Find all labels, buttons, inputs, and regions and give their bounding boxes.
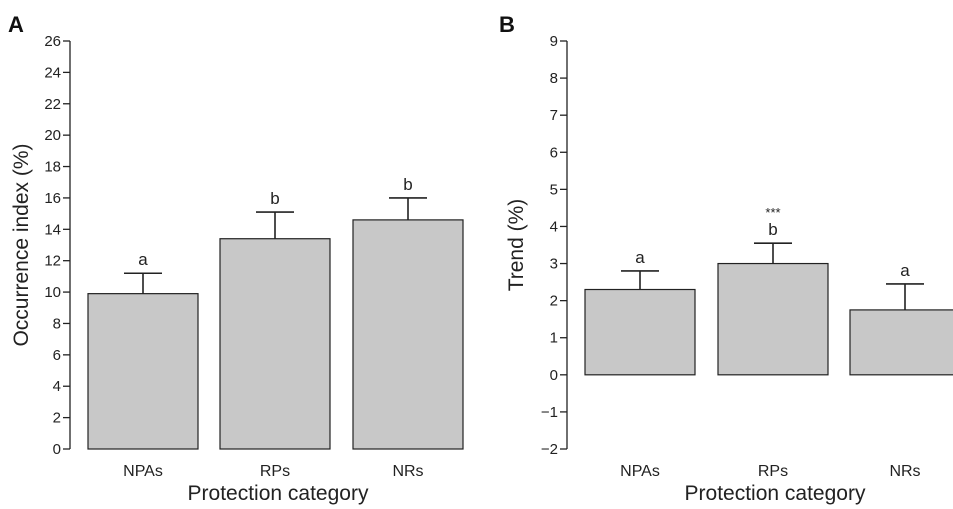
panel-b-y-tick-label: 7 <box>550 107 558 124</box>
panel-b-y-tick-label: 5 <box>550 181 558 198</box>
panel-a-sig-letter-rps: b <box>270 189 279 208</box>
panel-a-y-tick-label: 26 <box>44 33 61 50</box>
panel-b-y-tick-label: 4 <box>550 218 558 235</box>
panel-a-category-label: NRs <box>392 463 423 480</box>
panel-b-sig-stars-rps: *** <box>765 205 780 220</box>
panel-a-letter: A <box>8 12 24 37</box>
panel-b-y-tick-label: 8 <box>550 70 558 87</box>
panel-a-y-tick-label: 4 <box>53 378 61 395</box>
panel-b-sig-letter-npas: a <box>635 248 645 267</box>
panel-b-bar-rps <box>717 262 829 376</box>
panel-a-y-tick-label: 14 <box>44 221 61 238</box>
panel-a-y-tick-label: 20 <box>44 127 61 144</box>
panel-b-x-axis-title: Protection category <box>685 482 866 505</box>
panel-a-y-tick-label: 10 <box>44 284 61 301</box>
panel-a-sig-letter-nrs: b <box>403 175 412 194</box>
panel-b-category-label: NRs <box>889 463 920 480</box>
panel-b-y-tick-label: 2 <box>550 293 558 310</box>
panel-a-sig-letter-npas: a <box>138 250 148 269</box>
panel-a-bar-nrs <box>352 219 464 450</box>
panel-b-y-tick-label: 9 <box>550 33 558 50</box>
panel-b-y-tick-label: 3 <box>550 256 558 273</box>
panel-a-y-tick-label: 18 <box>44 159 61 176</box>
panel-b-y-axis-title: Trend (%) <box>505 199 528 292</box>
panel-a-y-tick-label: 0 <box>53 441 61 458</box>
panel-b-bar-nrs <box>849 309 953 376</box>
panel-b-y-tick-label: −1 <box>541 404 558 421</box>
panel-b-category-label: NPAs <box>620 463 660 480</box>
panel-b-letter: B <box>499 12 515 37</box>
panel-a-y-tick-label: 22 <box>44 96 61 113</box>
panel-b-sig-letter-rps: b <box>768 220 777 239</box>
panel-a-y-axis-title: Occurrence index (%) <box>10 143 33 346</box>
panel-b-y-tick-label: −2 <box>541 441 558 458</box>
panel-a-y-tick-label: 2 <box>53 410 61 427</box>
panel-a-y-tick-label: 8 <box>53 315 61 332</box>
panel-a-x-axis-title: Protection category <box>188 482 369 505</box>
panel-b-y-tick-label: 1 <box>550 330 558 347</box>
panel-a-y-tick-label: 6 <box>53 347 61 364</box>
panel-b-sig-letter-nrs: a <box>900 261 910 280</box>
panel-b-y-tick-label: 0 <box>550 367 558 384</box>
panel-a-bar-rps <box>219 238 331 450</box>
panel-a-y-tick-label: 12 <box>44 253 61 270</box>
panel-a-y-tick-label: 16 <box>44 190 61 207</box>
panel-a-category-label: NPAs <box>123 463 163 480</box>
panel-b-y-tick-label: 6 <box>550 144 558 161</box>
panel-a-bar-npas <box>87 293 199 450</box>
panel-a-category-label: RPs <box>260 463 290 480</box>
panel-b-bar-npas <box>584 288 696 376</box>
panel-b-category-label: RPs <box>758 463 788 480</box>
panel-a-y-tick-label: 24 <box>44 64 61 81</box>
